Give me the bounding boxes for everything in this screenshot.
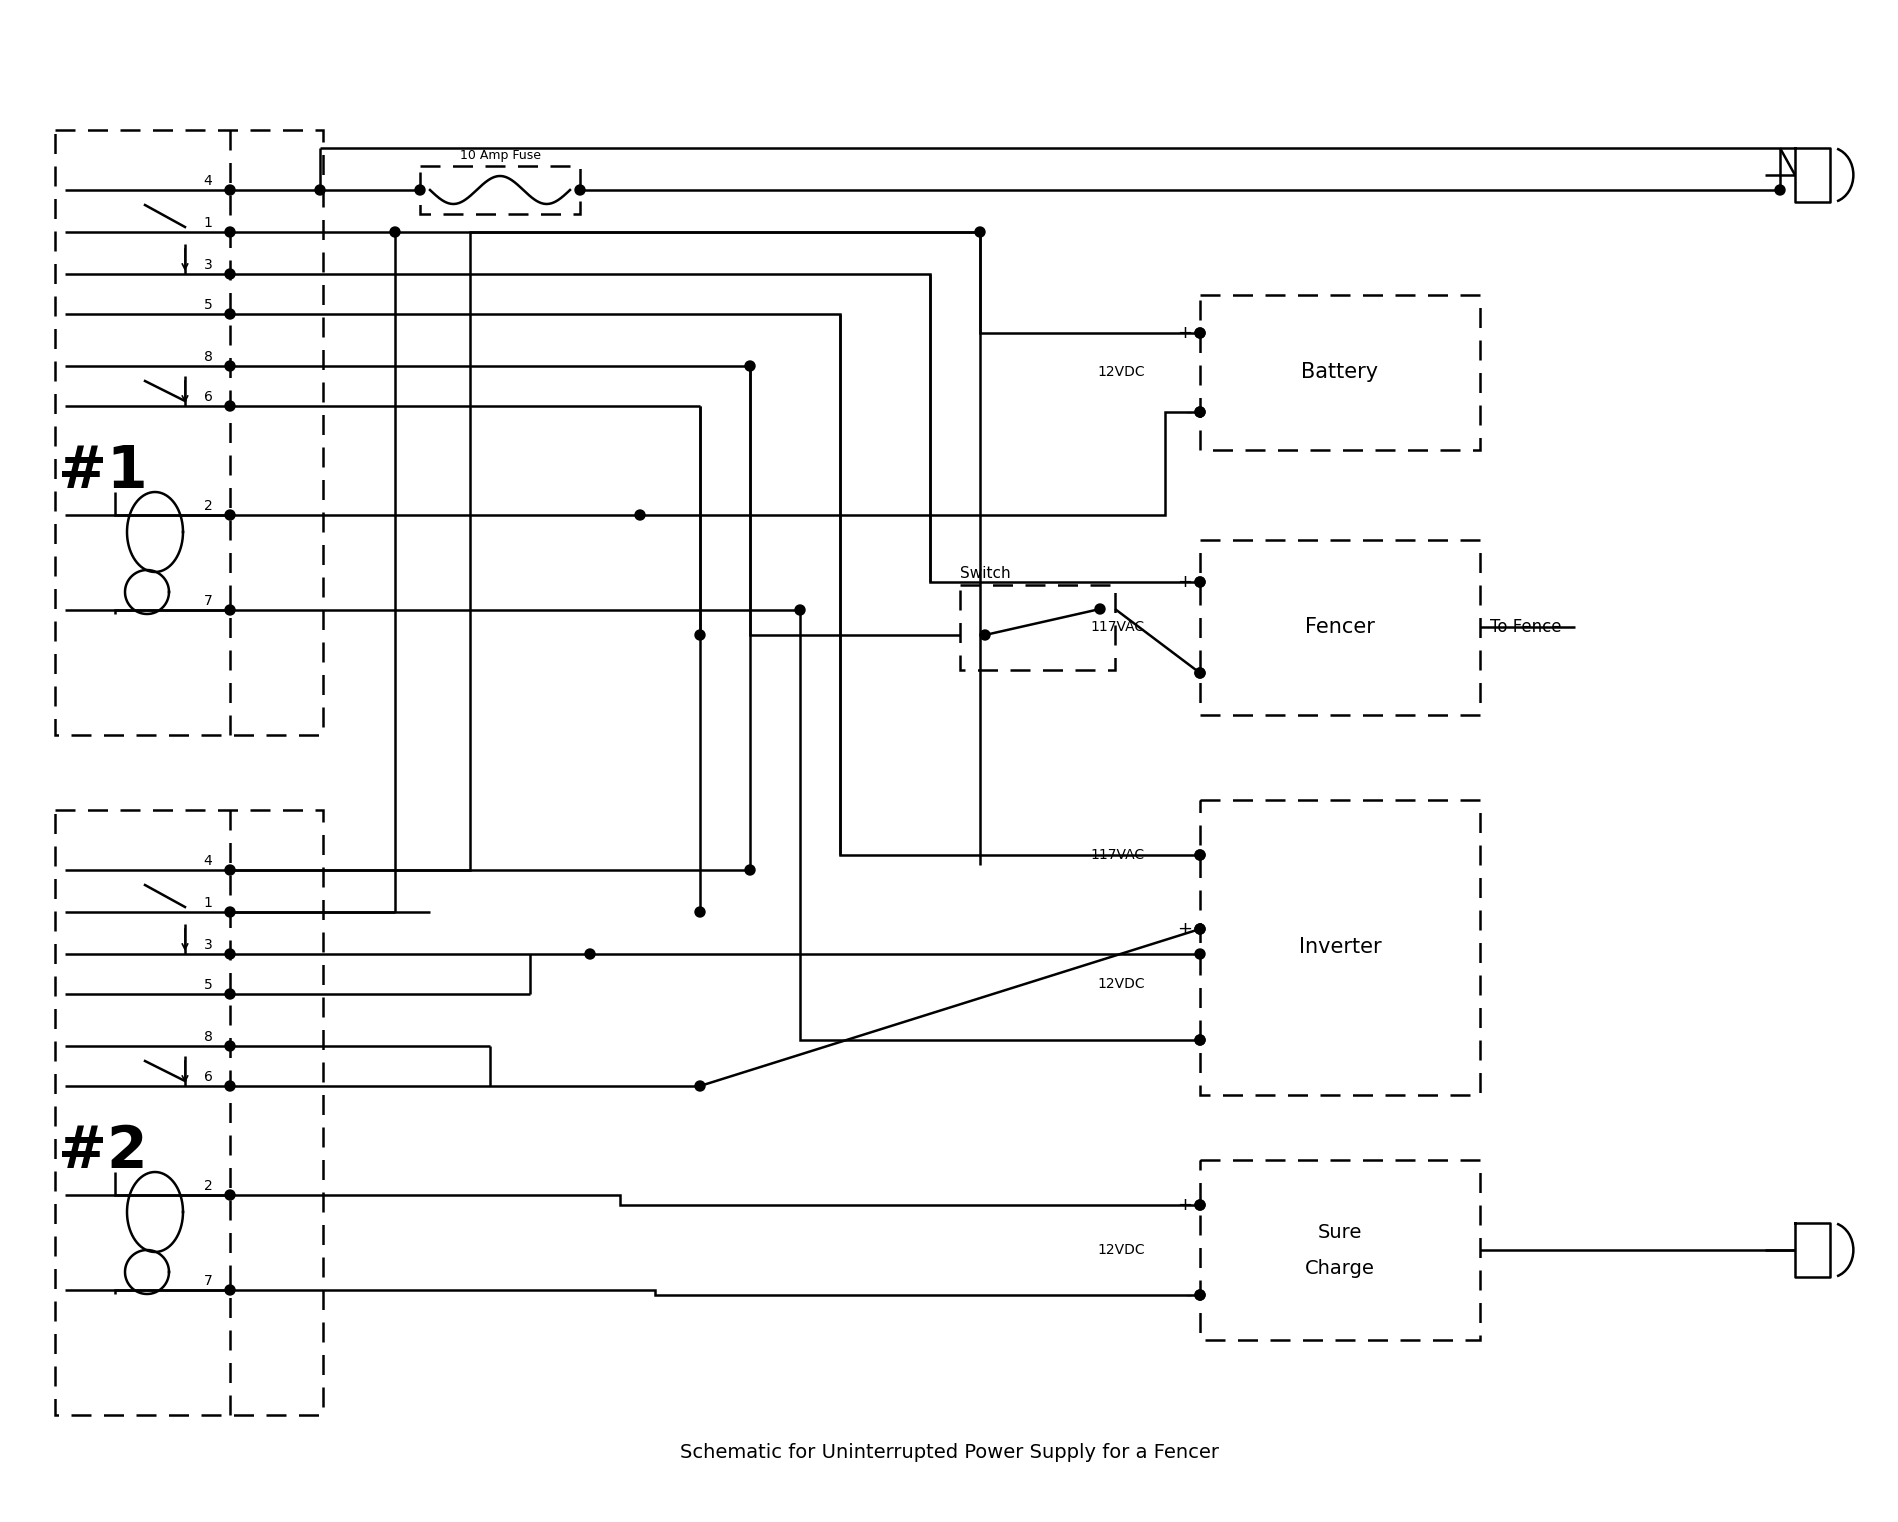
Circle shape bbox=[1194, 329, 1205, 338]
Circle shape bbox=[224, 606, 235, 615]
Bar bbox=[1200, 801, 1479, 1094]
Text: 3: 3 bbox=[203, 259, 213, 272]
Circle shape bbox=[224, 1041, 235, 1052]
Text: 3: 3 bbox=[203, 938, 213, 951]
Circle shape bbox=[585, 950, 594, 959]
Text: To Fence: To Fence bbox=[1490, 618, 1560, 636]
Text: Sure: Sure bbox=[1317, 1222, 1361, 1242]
Circle shape bbox=[224, 950, 235, 959]
Text: 12VDC: 12VDC bbox=[1097, 1243, 1144, 1257]
Circle shape bbox=[224, 989, 235, 998]
Circle shape bbox=[224, 510, 235, 521]
Text: 4: 4 bbox=[203, 854, 213, 868]
Circle shape bbox=[1194, 329, 1205, 338]
Circle shape bbox=[1194, 1199, 1205, 1210]
Text: 117VAC: 117VAC bbox=[1089, 848, 1144, 861]
Text: 7: 7 bbox=[203, 1274, 213, 1288]
Circle shape bbox=[224, 1285, 235, 1295]
Text: 12VDC: 12VDC bbox=[1097, 977, 1144, 991]
Text: +: + bbox=[1177, 919, 1192, 938]
Bar bbox=[1200, 540, 1479, 715]
Bar bbox=[55, 129, 323, 735]
Bar bbox=[55, 810, 323, 1415]
Text: +: + bbox=[1177, 324, 1192, 342]
Text: 2: 2 bbox=[203, 1180, 213, 1193]
Text: 5: 5 bbox=[203, 298, 213, 312]
Circle shape bbox=[224, 269, 235, 279]
Circle shape bbox=[1775, 186, 1784, 195]
Circle shape bbox=[224, 400, 235, 411]
Circle shape bbox=[224, 907, 235, 916]
Circle shape bbox=[224, 1081, 235, 1091]
Text: 7: 7 bbox=[203, 594, 213, 607]
Circle shape bbox=[1194, 924, 1205, 935]
Circle shape bbox=[224, 1190, 235, 1199]
Circle shape bbox=[1194, 668, 1205, 677]
Text: +: + bbox=[1177, 572, 1192, 591]
Circle shape bbox=[1194, 1199, 1205, 1210]
Text: 12VDC: 12VDC bbox=[1097, 365, 1144, 379]
Text: 8: 8 bbox=[203, 1030, 213, 1044]
Text: +: + bbox=[1177, 1196, 1192, 1215]
Circle shape bbox=[1095, 604, 1105, 613]
Text: Schematic for Uninterrupted Power Supply for a Fencer: Schematic for Uninterrupted Power Supply… bbox=[679, 1443, 1219, 1461]
Circle shape bbox=[224, 361, 235, 371]
Circle shape bbox=[575, 186, 585, 195]
Circle shape bbox=[974, 227, 985, 237]
Text: 5: 5 bbox=[203, 979, 213, 992]
Circle shape bbox=[1194, 849, 1205, 860]
Circle shape bbox=[1194, 924, 1205, 935]
Circle shape bbox=[1194, 406, 1205, 417]
Circle shape bbox=[416, 186, 425, 195]
Circle shape bbox=[224, 186, 235, 195]
Text: -: - bbox=[1184, 1286, 1192, 1304]
Circle shape bbox=[1194, 1291, 1205, 1300]
Text: 117VAC: 117VAC bbox=[1089, 619, 1144, 635]
Text: Inverter: Inverter bbox=[1298, 938, 1380, 957]
Circle shape bbox=[1194, 1291, 1205, 1300]
Circle shape bbox=[979, 630, 989, 639]
Circle shape bbox=[315, 186, 325, 195]
Text: 1: 1 bbox=[203, 216, 213, 230]
Circle shape bbox=[744, 864, 755, 875]
Text: 6: 6 bbox=[203, 1070, 213, 1084]
Text: #1: #1 bbox=[59, 443, 148, 501]
Text: Charge: Charge bbox=[1304, 1259, 1374, 1277]
Circle shape bbox=[1194, 1035, 1205, 1046]
Circle shape bbox=[695, 1081, 704, 1091]
Text: 8: 8 bbox=[203, 350, 213, 364]
Circle shape bbox=[634, 510, 645, 521]
Circle shape bbox=[389, 227, 400, 237]
Bar bbox=[960, 584, 1114, 670]
Text: -: - bbox=[1184, 403, 1192, 422]
Circle shape bbox=[1194, 849, 1205, 860]
Bar bbox=[1200, 295, 1479, 451]
Text: 10 Amp Fuse: 10 Amp Fuse bbox=[459, 149, 541, 163]
Text: #2: #2 bbox=[59, 1123, 148, 1181]
Text: Switch: Switch bbox=[960, 566, 1010, 580]
Text: 2: 2 bbox=[203, 499, 213, 513]
Circle shape bbox=[695, 907, 704, 916]
Circle shape bbox=[1194, 668, 1205, 677]
Circle shape bbox=[1194, 950, 1205, 959]
Circle shape bbox=[695, 630, 704, 639]
Circle shape bbox=[795, 606, 805, 615]
Bar bbox=[1200, 1160, 1479, 1339]
Bar bbox=[419, 166, 579, 215]
Circle shape bbox=[224, 227, 235, 237]
Text: 4: 4 bbox=[203, 174, 213, 189]
Circle shape bbox=[224, 864, 235, 875]
Circle shape bbox=[1194, 1035, 1205, 1046]
Circle shape bbox=[224, 309, 235, 320]
Text: Fencer: Fencer bbox=[1304, 616, 1374, 638]
Text: Battery: Battery bbox=[1300, 362, 1378, 382]
Text: 1: 1 bbox=[203, 896, 213, 910]
Circle shape bbox=[1194, 577, 1205, 587]
Text: 6: 6 bbox=[203, 390, 213, 403]
Circle shape bbox=[1194, 577, 1205, 587]
Circle shape bbox=[1194, 406, 1205, 417]
Circle shape bbox=[744, 361, 755, 371]
